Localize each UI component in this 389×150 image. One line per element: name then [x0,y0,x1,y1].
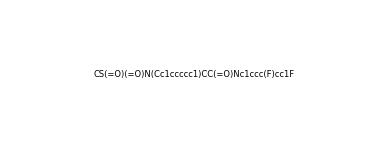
Text: CS(=O)(=O)N(Cc1ccccc1)CC(=O)Nc1ccc(F)cc1F: CS(=O)(=O)N(Cc1ccccc1)CC(=O)Nc1ccc(F)cc1… [94,70,295,80]
